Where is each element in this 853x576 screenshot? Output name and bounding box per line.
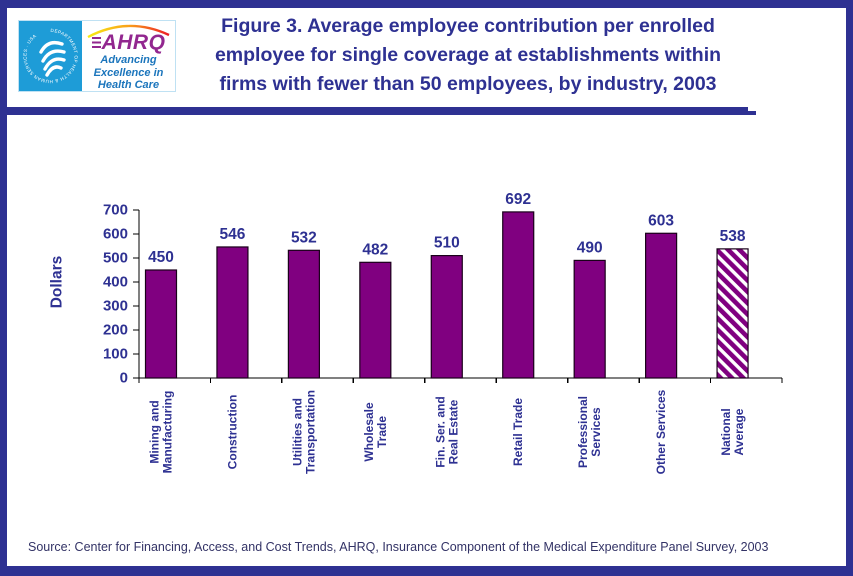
y-axis-tick-label: 700	[103, 202, 128, 219]
ahrq-tagline: Advancing Excellence in Health Care	[93, 54, 164, 91]
ahrq-arc-icon	[87, 24, 170, 38]
category-label: Utilities andTransportation	[290, 390, 317, 474]
category-label: Construction	[225, 395, 239, 470]
ahrq-speedlines-icon	[91, 37, 101, 49]
bar-value-label: 603	[648, 212, 674, 229]
bar-value-label: 532	[291, 229, 317, 246]
category-label: WholesaleTrade	[362, 402, 389, 462]
y-axis-tick-label: 100	[103, 346, 128, 363]
bar	[573, 259, 606, 379]
bar-value-label: 510	[434, 235, 460, 252]
bar	[287, 249, 320, 379]
bar	[430, 255, 463, 379]
y-axis-tick-label: 300	[103, 298, 128, 315]
y-axis-tick-label: 500	[103, 250, 128, 267]
category-label: ProfessionalServices	[576, 396, 603, 468]
bar-national-average-hatched	[716, 248, 749, 379]
bar	[144, 269, 178, 379]
bar	[502, 211, 535, 379]
category-label: Mining andManufacturing	[148, 391, 175, 474]
source-note: Source: Center for Financing, Access, an…	[28, 540, 769, 554]
bar	[216, 246, 249, 379]
category-label: Other Services	[654, 389, 668, 474]
y-axis-tick-label: 0	[120, 370, 128, 387]
bar-value-label: 482	[362, 241, 388, 258]
title-rule-step	[748, 111, 756, 115]
bar-value-label: 538	[720, 228, 746, 245]
ahrq-wordmark: AHRQ	[91, 31, 166, 54]
bar	[359, 261, 392, 379]
y-axis-tick-label: 600	[103, 226, 128, 243]
category-label: Retail Trade	[511, 398, 525, 466]
ahrq-hhs-logo: DEPARTMENT OF HEALTH & HUMAN SERVICES · …	[18, 20, 176, 92]
y-axis-tick-label: 400	[103, 274, 128, 291]
title-rule	[7, 107, 748, 115]
category-label: Fin. Ser. andReal Estate	[433, 396, 460, 467]
hhs-seal: DEPARTMENT OF HEALTH & HUMAN SERVICES · …	[19, 21, 82, 91]
figure-title: Figure 3. Average employee contribution …	[214, 15, 722, 95]
bar-value-label: 546	[220, 226, 246, 243]
bar	[645, 232, 678, 379]
y-axis-title: Dollars	[49, 256, 66, 309]
bar-value-label: 490	[577, 239, 603, 256]
y-axis-tick-label: 200	[103, 322, 128, 339]
ahrq-logo-panel: AHRQ Advancing Excellence in Health Care	[82, 21, 175, 91]
category-label: NationalAverage	[719, 408, 746, 455]
hhs-eagle-icon: DEPARTMENT OF HEALTH & HUMAN SERVICES · …	[19, 21, 82, 91]
bar-value-label: 692	[505, 191, 531, 208]
bar-value-label: 450	[148, 249, 174, 266]
hhs-eagle-strokes	[39, 40, 66, 77]
ahrq-acronym: AHRQ	[101, 31, 166, 54]
